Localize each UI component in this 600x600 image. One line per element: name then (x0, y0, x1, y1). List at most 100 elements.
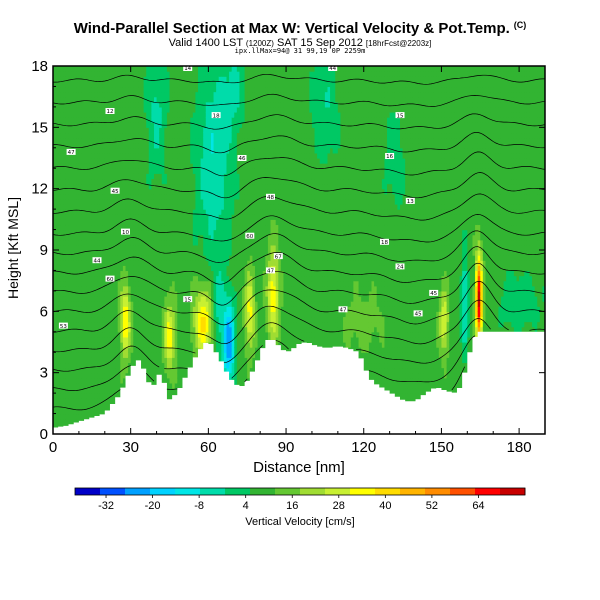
w-cell (58, 239, 62, 246)
w-cell (81, 71, 85, 77)
w-cell (65, 163, 70, 169)
w-cell (65, 219, 70, 226)
w-cell (63, 142, 67, 149)
w-cell (63, 137, 67, 144)
w-cell (76, 214, 80, 220)
w-cell (65, 152, 70, 159)
w-cell (73, 301, 77, 307)
w-cell (68, 357, 72, 364)
w-cell (76, 285, 80, 292)
w-cell (65, 188, 70, 195)
w-cell (58, 260, 62, 266)
w-cell (63, 219, 67, 226)
w-cell (63, 214, 67, 220)
w-cell (55, 142, 59, 149)
w-cell (73, 183, 77, 190)
w-cell (58, 388, 62, 394)
w-cell (78, 290, 83, 297)
w-cell (58, 214, 62, 220)
w-cell (84, 362, 88, 369)
w-cell (60, 188, 64, 195)
w-cell (55, 96, 59, 103)
w-cell (55, 326, 59, 333)
w-cell (78, 204, 83, 210)
w-cell (65, 234, 70, 241)
w-cell (68, 306, 72, 312)
w-cell (76, 234, 80, 241)
w-cell (55, 244, 59, 251)
w-cell (65, 76, 70, 82)
w-cell (71, 270, 75, 277)
w-cell (55, 71, 59, 77)
w-cell (73, 321, 77, 328)
w-cell (71, 158, 75, 164)
w-cell (68, 285, 72, 292)
w-cell (71, 413, 75, 420)
w-cell (73, 71, 77, 77)
w-cell (63, 132, 67, 139)
w-cell (78, 183, 83, 190)
w-cell (68, 311, 72, 318)
w-cell (81, 229, 85, 236)
w-cell (58, 142, 62, 149)
w-cell (68, 183, 72, 190)
w-cell (53, 408, 57, 415)
w-cell (68, 117, 72, 123)
w-cell (60, 168, 64, 174)
w-cell (65, 331, 70, 338)
w-cell (68, 76, 72, 82)
w-cell (73, 101, 77, 108)
w-cell (81, 219, 85, 226)
w-cell (53, 137, 57, 144)
w-cell (63, 413, 67, 420)
w-cell (60, 244, 64, 251)
w-cell (71, 352, 75, 358)
w-cell (60, 255, 64, 261)
w-cell (58, 331, 62, 338)
w-cell (68, 234, 72, 241)
w-cell (76, 193, 80, 200)
w-cell (81, 403, 85, 410)
w-cell (68, 112, 72, 118)
w-cell (63, 96, 67, 103)
w-cell (76, 362, 80, 369)
w-cell (65, 372, 70, 379)
w-cell (81, 112, 85, 118)
w-cell (60, 260, 64, 266)
w-cell (76, 255, 80, 261)
w-cell (55, 168, 59, 174)
w-cell (73, 229, 77, 236)
w-cell (73, 362, 77, 369)
w-cell (60, 91, 64, 98)
w-cell (58, 250, 62, 256)
w-cell (78, 193, 83, 200)
w-cell (73, 255, 77, 261)
w-cell (55, 403, 59, 410)
w-cell (53, 122, 57, 128)
w-cell (76, 142, 80, 149)
w-cell (81, 96, 85, 103)
w-cell (68, 219, 72, 226)
w-cell (60, 418, 64, 425)
w-cell (53, 413, 57, 420)
w-cell (53, 234, 57, 241)
w-cell (76, 183, 80, 190)
w-cell (81, 66, 85, 72)
w-cell (71, 219, 75, 226)
w-cell (81, 342, 85, 348)
w-cell (60, 285, 64, 292)
w-cell (78, 331, 83, 338)
w-cell (73, 270, 77, 277)
w-cell (55, 173, 59, 180)
w-cell (65, 362, 70, 369)
w-cell (65, 137, 70, 144)
w-cell (65, 367, 70, 374)
w-cell (63, 71, 67, 77)
w-cell (63, 388, 67, 394)
w-cell (71, 224, 75, 231)
w-cell (63, 101, 67, 108)
w-cell (63, 81, 67, 88)
w-cell (68, 132, 72, 139)
w-cell (76, 112, 80, 118)
w-cell (78, 347, 83, 353)
